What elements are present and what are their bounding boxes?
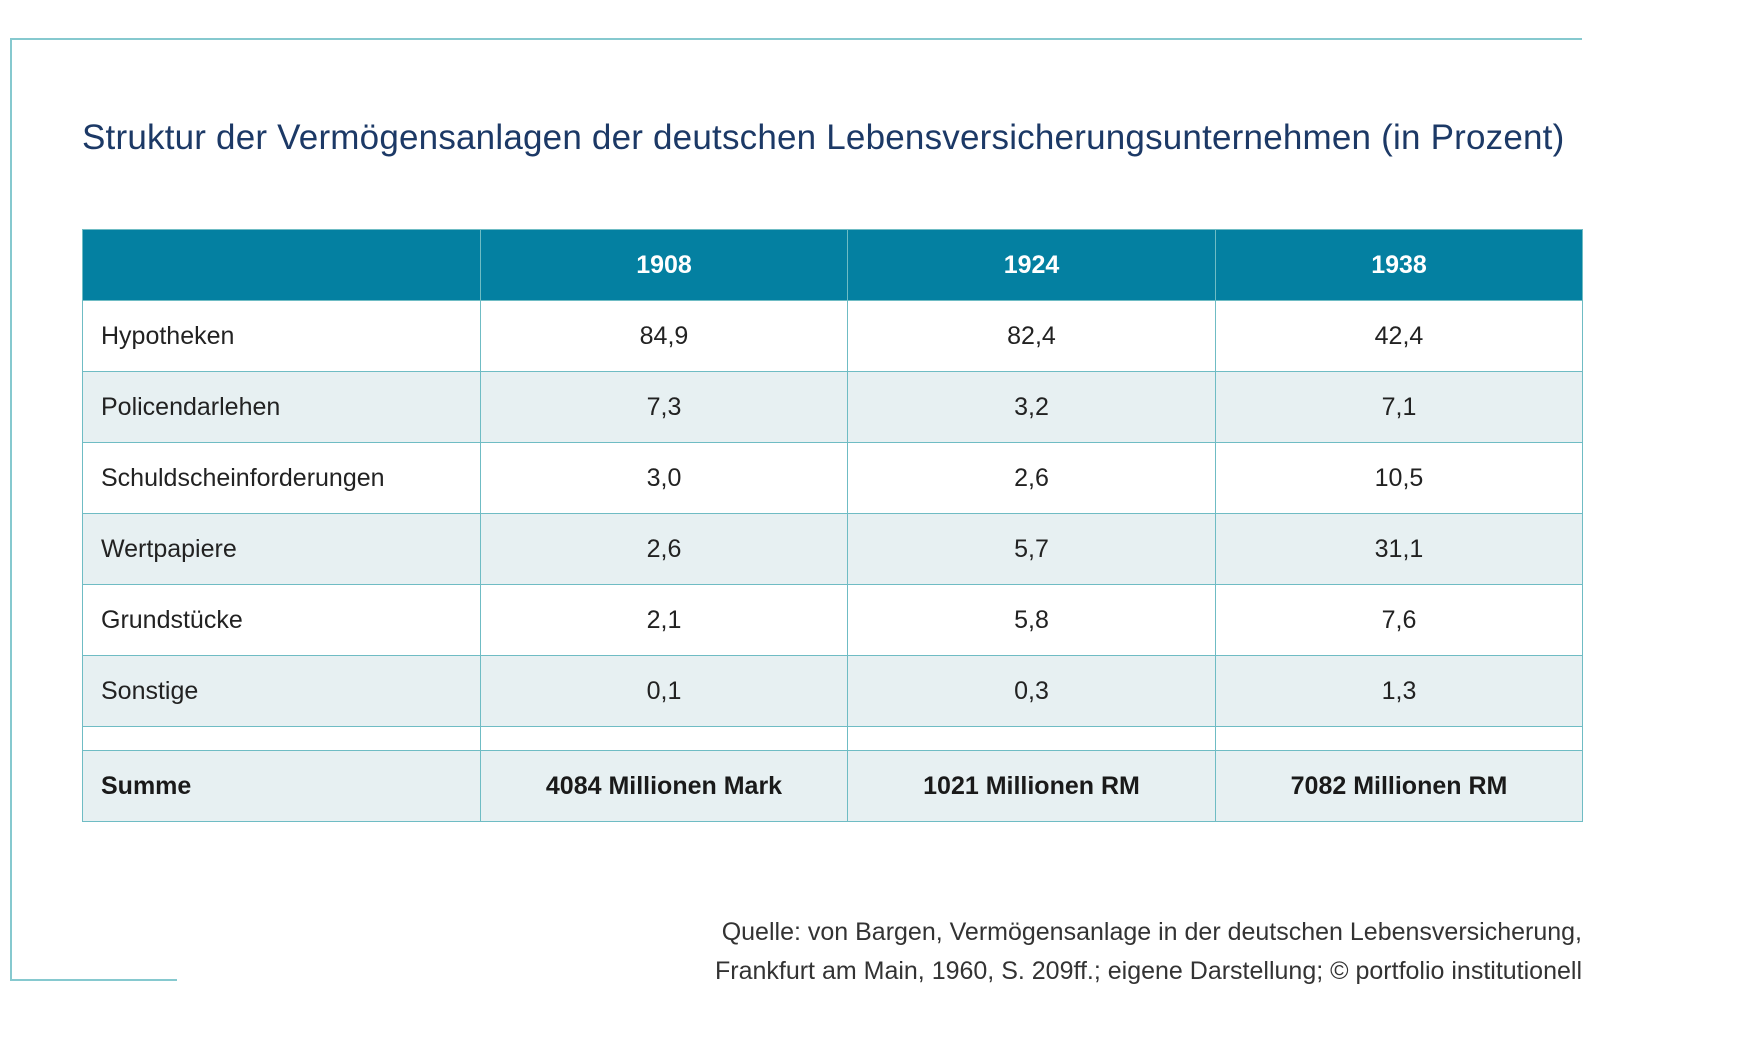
chart-title: Struktur der Vermögensanlagen der deutsc… — [82, 118, 1565, 157]
table-cell: 10,5 — [1215, 442, 1583, 514]
spacer-cell — [480, 726, 848, 751]
source-line-2: Frankfurt am Main, 1960, S. 209ff.; eige… — [714, 957, 1582, 985]
header-cell-label — [82, 229, 481, 301]
total-label: Summe — [82, 750, 481, 822]
table-cell: 84,9 — [480, 300, 848, 372]
source-line-1: Quelle: von Bargen, Vermögensanlage in d… — [721, 918, 1582, 946]
table-cell: 7,3 — [480, 371, 848, 443]
table-cell: 2,6 — [480, 513, 848, 585]
frame-left-line — [10, 38, 12, 981]
row-label: Grundstücke — [82, 584, 481, 656]
spacer-cell — [1215, 726, 1583, 751]
header-cell-year: 1908 — [480, 229, 848, 301]
header-cell-year: 1938 — [1215, 229, 1583, 301]
table-cell: 5,7 — [847, 513, 1216, 585]
table-cell: 42,4 — [1215, 300, 1583, 372]
data-table: 1908 1924 1938 Hypotheken 84,9 82,4 42,4… — [82, 229, 1583, 822]
total-cell: 1021 Millionen RM — [847, 750, 1216, 822]
row-label: Sonstige — [82, 655, 481, 727]
total-row: Summe 4084 Millionen Mark 1021 Millionen… — [82, 750, 1583, 822]
spacer-row — [82, 726, 1583, 751]
header-cell-year: 1924 — [847, 229, 1216, 301]
table-cell: 7,6 — [1215, 584, 1583, 656]
total-cell: 7082 Millionen RM — [1215, 750, 1583, 822]
table-cell: 0,1 — [480, 655, 848, 727]
table-row: Grundstücke 2,1 5,8 7,6 — [82, 584, 1583, 656]
spacer-cell — [82, 726, 481, 751]
row-label: Schuldscheinforderungen — [82, 442, 481, 514]
table-cell: 3,0 — [480, 442, 848, 514]
table-cell: 2,6 — [847, 442, 1216, 514]
table-row: Sonstige 0,1 0,3 1,3 — [82, 655, 1583, 727]
row-label: Hypotheken — [82, 300, 481, 372]
spacer-cell — [847, 726, 1216, 751]
table-cell: 7,1 — [1215, 371, 1583, 443]
table-cell: 82,4 — [847, 300, 1216, 372]
table-cell: 0,3 — [847, 655, 1216, 727]
frame-bottom-line — [10, 979, 177, 981]
frame-top-line — [10, 38, 1582, 40]
table-cell: 3,2 — [847, 371, 1216, 443]
table-row: Wertpapiere 2,6 5,7 31,1 — [82, 513, 1583, 585]
source-note: Quelle: von Bargen, Vermögensanlage in d… — [715, 913, 1582, 991]
table-cell: 2,1 — [480, 584, 848, 656]
header-row: 1908 1924 1938 — [82, 229, 1583, 301]
table-row: Hypotheken 84,9 82,4 42,4 — [82, 300, 1583, 372]
total-cell: 4084 Millionen Mark — [480, 750, 848, 822]
row-label: Policendarlehen — [82, 371, 481, 443]
table-cell: 5,8 — [847, 584, 1216, 656]
table-cell: 1,3 — [1215, 655, 1583, 727]
row-label: Wertpapiere — [82, 513, 481, 585]
table-cell: 31,1 — [1215, 513, 1583, 585]
table-row: Policendarlehen 7,3 3,2 7,1 — [82, 371, 1583, 443]
table-row: Schuldscheinforderungen 3,0 2,6 10,5 — [82, 442, 1583, 514]
